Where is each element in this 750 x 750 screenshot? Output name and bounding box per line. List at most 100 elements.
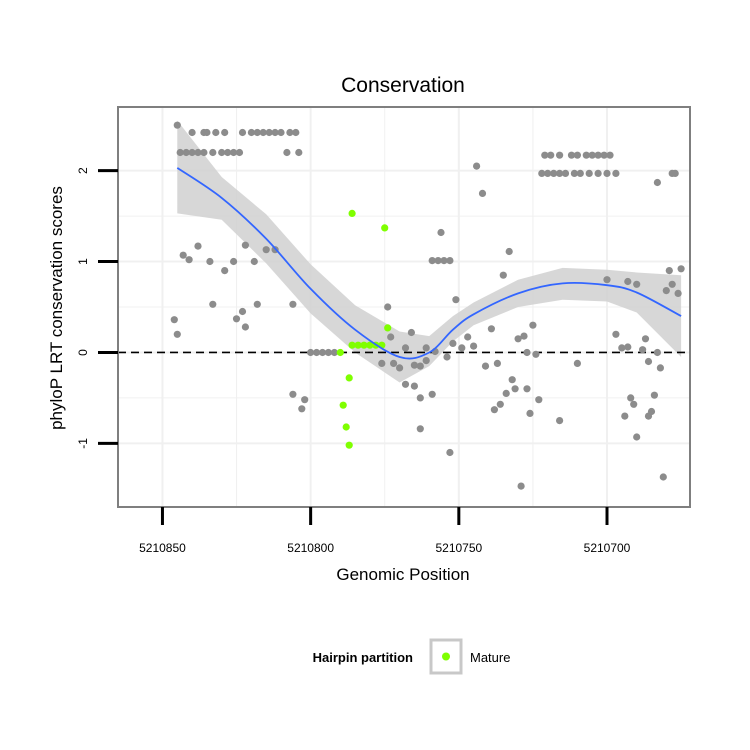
data-point [200,148,208,157]
data-point [235,148,244,157]
data-point [416,425,424,433]
data-point [313,348,321,357]
data-point [487,325,495,333]
data-point [283,148,291,157]
smooth-trend-line [176,167,682,360]
data-point [624,343,632,351]
data-point-mature [342,423,350,431]
data-point [603,276,611,284]
data-point [493,359,501,367]
data-point [621,412,629,420]
data-point [627,394,635,402]
data-point [677,265,685,273]
data-point-mature [336,348,344,357]
data-point [262,246,270,254]
data-point [505,247,513,256]
data-point [630,400,638,408]
data-point [188,128,196,137]
data-point [298,405,306,413]
data-point [449,339,457,347]
data-point [573,151,582,159]
data-point [618,344,626,352]
data-point [271,128,279,137]
data-point [422,344,430,352]
panel-border [117,106,691,508]
y-axis-title: phyloP LRT conservation scores [47,186,66,430]
data-point [173,330,181,338]
data-point [523,348,531,357]
data-point [517,482,525,490]
legend-label-mature: Mature [470,650,510,665]
data-point-mature [345,441,353,449]
data-point [523,385,531,393]
data-point [194,242,202,250]
data-point [194,148,202,157]
data-point-mature [348,209,356,217]
data-point [585,169,593,177]
data-point [176,148,184,157]
data-point [588,151,596,159]
data-point [639,346,647,354]
y-tick-label: 0 [76,349,90,356]
data-point [668,280,676,288]
data-point [443,353,451,361]
data-point [633,280,641,288]
data-point [653,348,662,357]
data-point [567,151,576,159]
data-point [230,257,238,266]
data-point [576,169,584,177]
data-point [511,385,519,393]
data-point [538,169,546,177]
data-point [241,241,249,249]
x-axis-ticks: 5210850 5210800 5210750 5210700 [139,507,631,555]
data-point [188,148,196,157]
data-point [653,178,662,187]
data-point-mature [345,374,353,382]
x-tick-label: 5210800 [287,541,334,555]
data-point-mature [366,341,374,349]
data-point [221,128,229,137]
data-point [410,361,418,369]
data-point [502,389,510,397]
data-point-mature [339,401,347,409]
data-point [253,300,261,308]
data-point [401,344,410,352]
data-point [416,362,424,370]
data-point [446,257,454,265]
y-tick-label: 2 [76,167,90,174]
data-point [378,359,386,367]
x-axis-title: Genomic Position [336,565,469,584]
data-point [520,332,528,340]
data-point [612,169,620,177]
data-point [532,350,540,358]
data-point [603,169,611,177]
data-point [556,151,564,159]
panel-border-layer [117,106,691,508]
data-point [556,417,564,425]
data-point [232,315,241,323]
data-point [428,390,436,398]
data-point [182,148,190,157]
data-point [573,359,582,367]
data-point [582,151,590,159]
data-point [458,344,466,352]
y-tick-label: 1 [76,258,90,265]
data-point-mature [348,341,356,349]
data-point [490,406,498,414]
data-point [644,357,653,366]
data-point [396,364,404,372]
data-point-mature [384,324,392,332]
data-point [656,364,665,372]
legend-title: Hairpin partition [313,650,413,665]
data-point [292,128,300,137]
data-point [324,348,332,357]
data-point-mature [381,224,389,232]
point-layer [170,121,685,490]
data-point [612,330,620,338]
data-point [641,335,650,343]
data-point [633,433,641,441]
data-point-mature [360,341,368,349]
data-point [659,473,667,481]
data-point [499,271,507,279]
